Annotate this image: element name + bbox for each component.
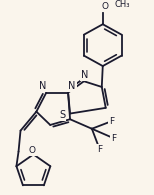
Text: N: N [68,81,76,91]
Text: CH₃: CH₃ [115,0,130,9]
Text: S: S [59,110,65,121]
Text: N: N [81,70,89,80]
Text: O: O [101,2,108,11]
Text: F: F [97,145,102,154]
Text: O: O [29,146,36,155]
Text: F: F [111,134,116,143]
Text: N: N [39,81,46,91]
Text: F: F [109,117,114,126]
